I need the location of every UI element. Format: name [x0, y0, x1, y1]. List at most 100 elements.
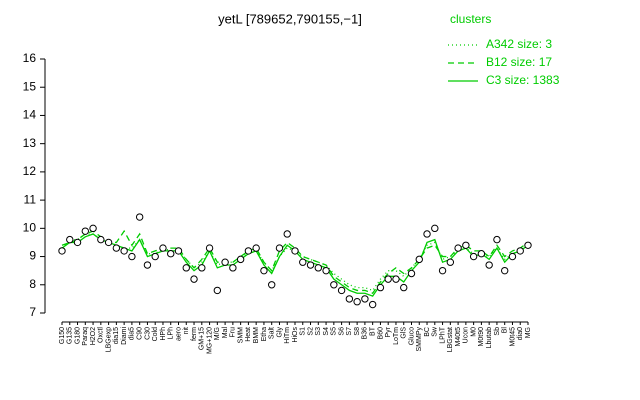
data-point [174, 247, 183, 255]
data-point [524, 241, 532, 249]
data-point [89, 224, 97, 233]
x-tick-label: GM+15 [199, 327, 206, 350]
data-point [81, 227, 90, 235]
x-tick-label: nit [183, 327, 190, 334]
x-tick-label: SMMPy [416, 327, 423, 352]
data-point [73, 238, 82, 247]
data-point [462, 241, 470, 249]
x-tick-label: G135 [67, 327, 74, 344]
x-tick-label: Etha [261, 327, 268, 342]
x-tick-label: M0t90 [478, 327, 485, 347]
data-point [469, 252, 478, 261]
x-tick-label: GlS [401, 327, 408, 339]
data-point [438, 266, 447, 275]
x-tick-label: S6 [338, 327, 345, 336]
y-tick-label: 16 [23, 51, 37, 65]
x-tick-label: aero [175, 327, 182, 341]
data-point [190, 275, 198, 283]
x-tick-label: C30 [144, 327, 151, 340]
x-tick-label: Sb [494, 327, 501, 336]
x-tick-label: H2O2 [90, 327, 97, 345]
data-point [128, 252, 136, 261]
data-point [454, 244, 462, 252]
data-point [392, 275, 400, 283]
data-point [198, 264, 206, 272]
x-tick-label: Sw [432, 326, 439, 337]
data-point [268, 281, 276, 289]
x-tick-label: B36 [362, 327, 369, 340]
x-tick-label: SMM [237, 327, 244, 344]
data-point [221, 258, 229, 266]
x-tick-label: LPhT [439, 326, 446, 343]
data-point [376, 283, 385, 292]
legend-label: B12 size: 17 [486, 55, 552, 69]
chart-title: yetL [789652,790155,−1] [218, 11, 362, 26]
data-point [104, 238, 113, 247]
data-point [159, 244, 167, 252]
x-tick-label: S5 [331, 327, 338, 336]
y-tick-label: 13 [23, 136, 37, 150]
data-point [260, 266, 268, 275]
x-tick-label: BT [370, 326, 377, 336]
data-point [291, 247, 299, 255]
data-point [205, 244, 214, 252]
x-tick-label: dia15 [113, 327, 120, 344]
x-tick-label: S3 [315, 327, 322, 336]
data-point [135, 213, 144, 221]
data-point [353, 298, 361, 306]
x-tick-label: M0 [470, 327, 477, 337]
data-point [431, 224, 439, 233]
data-point [384, 275, 392, 283]
x-tick-label: BMM [253, 327, 260, 344]
data-point [446, 258, 455, 266]
data-point [501, 266, 509, 275]
x-tick-label: Cold [152, 327, 159, 342]
data-point [120, 247, 128, 255]
x-tick-label: MG+120 [206, 327, 213, 354]
x-tick-label: dia5 [129, 327, 136, 340]
x-tick-label: S4 [323, 327, 330, 336]
data-point [423, 230, 431, 238]
y-tick-label: 15 [23, 79, 37, 93]
legend-label: C3 size: 1383 [486, 73, 560, 87]
x-tick-label: LoTm [393, 327, 400, 345]
x-tick-label: Gluco [408, 327, 415, 345]
x-tick-label: HiOs [292, 327, 299, 343]
data-point [252, 244, 260, 252]
x-tick-label: G180 [74, 327, 81, 344]
data-point [322, 266, 330, 275]
data-point [330, 281, 338, 289]
x-tick-label: G150 [59, 327, 66, 344]
series-line [61, 233, 529, 297]
x-tick-label: S2 [307, 327, 314, 336]
x-tick-label: HiTm [284, 327, 291, 344]
data-point [97, 235, 105, 244]
x-tick-label: Heat [245, 327, 252, 342]
x-tick-label: S7 [346, 327, 353, 336]
data-point [283, 230, 291, 238]
data-point [143, 261, 152, 269]
data-point [229, 264, 237, 272]
data-point [485, 261, 493, 269]
legend-title: clusters [450, 12, 491, 26]
data-point [337, 286, 346, 295]
series-line [61, 233, 529, 292]
data-point [415, 255, 423, 264]
data-point [400, 283, 408, 292]
x-tick-label: Ucon [463, 327, 470, 343]
data-point [345, 295, 354, 303]
x-tick-label: BC [424, 327, 431, 337]
data-point [516, 247, 524, 255]
x-tick-label: LBGstat [447, 327, 454, 352]
data-point [299, 258, 307, 266]
data-point [508, 252, 517, 261]
data-point [58, 247, 66, 255]
data-point [167, 250, 175, 258]
x-tick-label: Mal [222, 327, 229, 339]
x-tick-label: ferm [191, 327, 198, 341]
data-point [213, 286, 222, 295]
x-tick-label: Gly [276, 327, 283, 338]
data-point [493, 235, 501, 244]
data-point [314, 264, 322, 272]
data-point [275, 244, 284, 252]
